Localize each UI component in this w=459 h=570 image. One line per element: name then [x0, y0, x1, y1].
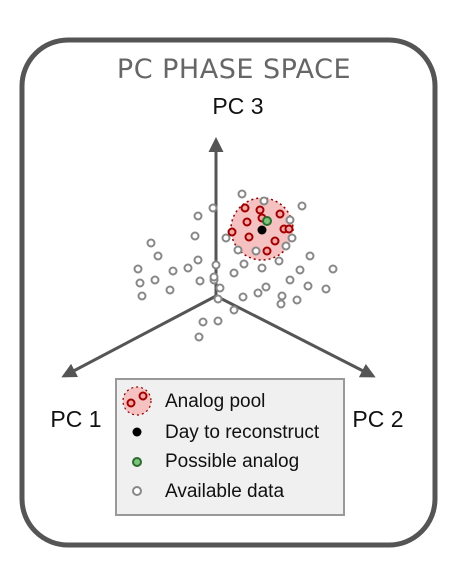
pc3-axis-label: PC 3 [212, 93, 263, 119]
available-data-point [211, 260, 221, 270]
analog-pool-point [275, 209, 285, 219]
available-data-point [287, 233, 297, 243]
available-data-points [133, 189, 338, 342]
available-data-point [229, 268, 239, 278]
analog-pool-point [244, 232, 254, 242]
analog-pool-point [262, 246, 272, 256]
available-data-point [285, 215, 295, 225]
day-to-reconstruct-legend-label: Day to reconstruct [165, 422, 320, 443]
available-data-point [213, 294, 223, 304]
available-data-point [238, 292, 248, 302]
available-data-point [277, 291, 287, 301]
legend: Analog pool Day to reconstruct Possible … [115, 378, 345, 516]
available-data-point [133, 264, 143, 274]
available-data-point [229, 305, 239, 315]
available-data-point [292, 295, 302, 305]
analog-pool-point [227, 227, 237, 237]
available-data-point [209, 272, 219, 282]
available-data-point [321, 284, 331, 294]
available-data-point [193, 211, 203, 221]
available-data-point [153, 251, 163, 261]
pc2-axis-label: PC 2 [352, 406, 403, 432]
available-data-point [281, 241, 291, 251]
available-data-point [193, 255, 203, 265]
available-data-point [137, 291, 147, 301]
available-data-point [150, 275, 160, 285]
available-data-point [297, 201, 307, 211]
available-data-point [261, 282, 271, 292]
analog-pool-point [270, 236, 280, 246]
available-data-point [233, 245, 243, 255]
available-data-point [135, 278, 145, 288]
available-data-point [165, 285, 175, 295]
available-data-point [221, 233, 231, 243]
possible-analog-legend-icon [132, 457, 142, 467]
available-data-point [305, 251, 315, 261]
title-background [100, 48, 362, 88]
available-data-point [215, 283, 225, 293]
diagram-title: PC PHASE SPACE [117, 54, 351, 85]
available-data-point [257, 263, 267, 273]
available-data-point [328, 264, 338, 274]
analog-pool-point [242, 217, 252, 227]
available-data-point [251, 246, 261, 256]
available-data-point [195, 276, 205, 286]
possible-analog-legend-label: Possible analog [165, 451, 299, 472]
available-data-point [237, 189, 247, 199]
available-data-point [194, 332, 204, 342]
pc1-axis-label: PC 1 [50, 406, 101, 432]
available-data-point [253, 288, 263, 298]
available-data-legend-label: Available data [165, 481, 284, 502]
available-data-point [183, 263, 193, 273]
analog-pool-legend-label: Analog pool [165, 391, 265, 412]
analog-pool-point [284, 224, 294, 234]
available-data-point [168, 266, 178, 276]
pc2-axis [215, 294, 376, 378]
analog-pool-point [240, 203, 250, 213]
available-data-point [285, 275, 295, 285]
available-data-point [198, 317, 208, 327]
available-data-point [239, 259, 249, 269]
analog-pool-point [255, 205, 265, 215]
analog-pool-legend-icon [122, 386, 152, 416]
available-data-point [259, 196, 269, 206]
available-data-point [213, 316, 223, 326]
available-data-point [208, 203, 218, 213]
pc1-axis [61, 294, 217, 378]
available-data-point [146, 238, 156, 248]
day-to-reconstruct-point [257, 225, 267, 235]
available-data-point [190, 231, 200, 241]
available-data-legend-icon [132, 486, 142, 496]
available-data-point [276, 299, 286, 309]
available-data-point [274, 256, 284, 266]
available-data-point [303, 281, 313, 291]
legend-background [115, 378, 345, 516]
possible-analog-point [262, 216, 272, 226]
day-to-reconstruct-legend-icon [132, 427, 142, 437]
available-data-point [295, 265, 305, 275]
